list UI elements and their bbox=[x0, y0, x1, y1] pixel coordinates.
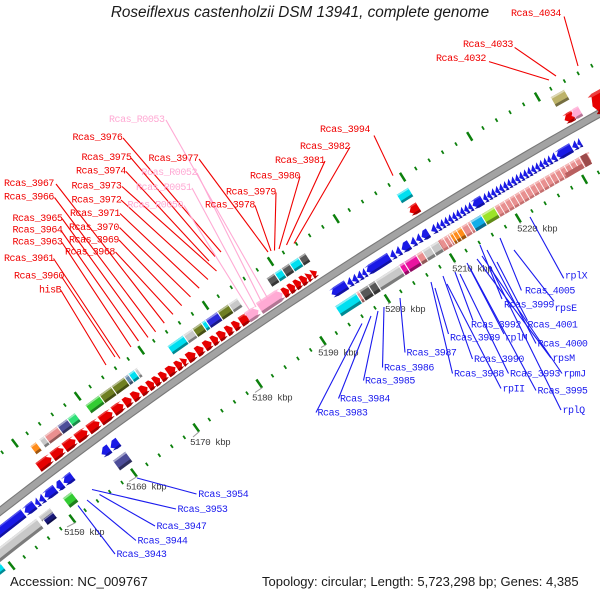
svg-text:Rcas_R0053: Rcas_R0053 bbox=[109, 115, 165, 126]
svg-text:Rcas_3975: Rcas_3975 bbox=[82, 153, 132, 164]
svg-text:5210 kbp: 5210 kbp bbox=[452, 264, 492, 275]
svg-text:Rcas_R0051: Rcas_R0051 bbox=[136, 183, 192, 194]
svg-text:5170 kbp: 5170 kbp bbox=[190, 437, 230, 448]
svg-text:Rcas_3966: Rcas_3966 bbox=[4, 193, 54, 204]
svg-text:5150 kbp: 5150 kbp bbox=[64, 527, 104, 538]
svg-text:Rcas_3994: Rcas_3994 bbox=[320, 125, 370, 136]
svg-text:Rcas_3953: Rcas_3953 bbox=[178, 505, 228, 516]
svg-text:Rcas_3988: Rcas_3988 bbox=[454, 370, 504, 381]
svg-text:rpsE: rpsE bbox=[555, 304, 578, 315]
svg-text:5180 kbp: 5180 kbp bbox=[252, 393, 292, 404]
svg-text:rplX: rplX bbox=[565, 271, 588, 283]
svg-text:Rcas_3943: Rcas_3943 bbox=[117, 550, 167, 561]
svg-text:Rcas_3969: Rcas_3969 bbox=[69, 236, 119, 247]
svg-text:Rcas_3992: Rcas_3992 bbox=[471, 321, 521, 332]
svg-text:Rcas_3976: Rcas_3976 bbox=[73, 133, 123, 144]
svg-text:Rcas_4001: Rcas_4001 bbox=[528, 321, 578, 332]
svg-text:Rcas_3981: Rcas_3981 bbox=[275, 156, 325, 167]
svg-text:Rcas_3967: Rcas_3967 bbox=[4, 179, 54, 190]
svg-text:Rcas_4034: Rcas_4034 bbox=[511, 9, 561, 20]
svg-text:Rcas_3947: Rcas_3947 bbox=[157, 522, 207, 533]
svg-text:5190 kbp: 5190 kbp bbox=[318, 348, 358, 359]
svg-text:Rcas_3944: Rcas_3944 bbox=[138, 537, 188, 548]
svg-text:Rcas_3989: Rcas_3989 bbox=[450, 334, 500, 345]
svg-text:Rcas_3983: Rcas_3983 bbox=[318, 409, 368, 420]
svg-text:rpmJ: rpmJ bbox=[564, 370, 586, 381]
svg-text:Accession: NC_009767: Accession: NC_009767 bbox=[10, 574, 148, 589]
svg-text:Rcas_3972: Rcas_3972 bbox=[72, 196, 122, 207]
svg-text:Rcas_R0050: Rcas_R0050 bbox=[128, 201, 184, 212]
svg-text:Rcas_R0052: Rcas_R0052 bbox=[142, 168, 198, 179]
svg-text:5220 kbp: 5220 kbp bbox=[517, 224, 557, 235]
svg-text:Rcas_3974: Rcas_3974 bbox=[76, 167, 126, 178]
svg-text:Roseiflexus castenholzii DSM 1: Roseiflexus castenholzii DSM 13941, comp… bbox=[111, 4, 489, 21]
svg-text:Rcas_3999: Rcas_3999 bbox=[504, 301, 554, 312]
svg-text:Rcas_3973: Rcas_3973 bbox=[72, 182, 122, 193]
svg-text:Rcas_3968: Rcas_3968 bbox=[65, 248, 115, 259]
svg-text:Rcas_4000: Rcas_4000 bbox=[538, 340, 588, 351]
svg-text:Rcas_3970: Rcas_3970 bbox=[69, 223, 119, 234]
svg-text:Rcas_3954: Rcas_3954 bbox=[198, 490, 248, 501]
svg-text:Rcas_3960: Rcas_3960 bbox=[14, 272, 64, 283]
svg-text:Rcas_3971: Rcas_3971 bbox=[70, 209, 120, 220]
svg-text:Rcas_3964: Rcas_3964 bbox=[13, 226, 63, 237]
svg-text:hisB: hisB bbox=[39, 285, 62, 297]
svg-text:Rcas_3980: Rcas_3980 bbox=[250, 172, 300, 183]
svg-text:Rcas_3993: Rcas_3993 bbox=[510, 370, 560, 381]
svg-text:Rcas_3982: Rcas_3982 bbox=[300, 142, 350, 153]
svg-text:Rcas_3986: Rcas_3986 bbox=[384, 364, 434, 375]
svg-text:rplM: rplM bbox=[505, 333, 528, 345]
svg-text:Rcas_4032: Rcas_4032 bbox=[436, 54, 486, 65]
svg-text:Rcas_3977: Rcas_3977 bbox=[149, 154, 199, 165]
svg-text:rpsM: rpsM bbox=[553, 354, 576, 365]
svg-text:Rcas_4005: Rcas_4005 bbox=[525, 287, 575, 298]
svg-text:Rcas_3984: Rcas_3984 bbox=[340, 395, 390, 406]
svg-text:Rcas_3987: Rcas_3987 bbox=[407, 349, 457, 360]
svg-text:rplQ: rplQ bbox=[563, 405, 586, 417]
svg-text:Rcas_3990: Rcas_3990 bbox=[474, 355, 524, 366]
svg-text:Rcas_3965: Rcas_3965 bbox=[13, 214, 63, 225]
svg-text:rpII: rpII bbox=[503, 385, 525, 396]
svg-text:Rcas_3995: Rcas_3995 bbox=[538, 387, 588, 398]
svg-text:5160 kbp: 5160 kbp bbox=[126, 482, 166, 493]
svg-text:Rcas_3963: Rcas_3963 bbox=[13, 238, 63, 249]
svg-text:Rcas_3979: Rcas_3979 bbox=[226, 188, 276, 199]
svg-text:5200 kbp: 5200 kbp bbox=[385, 304, 425, 315]
svg-text:Rcas_3985: Rcas_3985 bbox=[365, 377, 415, 388]
svg-text:Rcas_4033: Rcas_4033 bbox=[463, 40, 513, 51]
svg-text:Rcas_3978: Rcas_3978 bbox=[205, 201, 255, 212]
svg-text:Rcas_3961: Rcas_3961 bbox=[4, 254, 54, 265]
svg-text:Topology: circular; Length: 5,: Topology: circular; Length: 5,723,298 bp… bbox=[262, 574, 579, 589]
